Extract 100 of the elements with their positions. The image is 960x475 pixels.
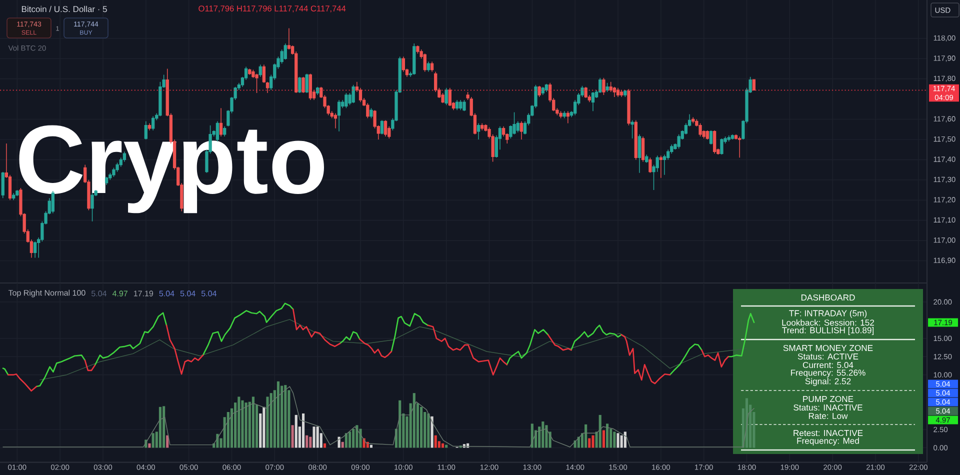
annotation: Frequency: Med: [797, 438, 859, 446]
bar: [302, 413, 305, 448]
bar: [162, 406, 166, 448]
bar: [602, 430, 605, 448]
candlestick: [624, 90, 627, 98]
annotation: PUMP ZONE: [803, 396, 854, 402]
bar: [606, 424, 609, 448]
candlestick: [430, 61, 434, 72]
bar: [276, 381, 280, 448]
bar: [620, 435, 623, 448]
candlestick: [659, 155, 662, 178]
candlestick: [602, 77, 606, 96]
text: DASHBOARD: [801, 294, 855, 301]
annotation: Status: INACTIVE: [794, 404, 862, 411]
candlestick: [720, 138, 724, 156]
candlestick: [302, 76, 305, 94]
candlestick: [370, 108, 373, 119]
bar: [542, 421, 544, 448]
candlestick: [480, 122, 484, 131]
bar: [284, 385, 287, 448]
candlestick: [344, 92, 348, 109]
bar: [316, 426, 319, 448]
candlestick: [677, 134, 680, 149]
text: Bitcoin / U.S. Dollar · 5: [22, 6, 107, 12]
bar: [356, 425, 358, 448]
bar: [309, 436, 312, 448]
candlestick: [459, 100, 462, 111]
line-series: [2, 386, 754, 448]
bar: [238, 396, 240, 448]
bar: [348, 432, 352, 448]
annotation: Retest: INACTIVE: [794, 430, 863, 436]
annotation: 17.19: [134, 290, 154, 296]
bar: [344, 433, 348, 448]
bar: [262, 406, 266, 448]
annotation: SMART MONEY ZONE: [783, 344, 873, 352]
candlestick: [630, 120, 634, 139]
bar: [294, 414, 298, 448]
candlestick: [476, 122, 480, 140]
candlestick: [606, 82, 609, 92]
bar: [241, 400, 244, 448]
bar: [226, 412, 230, 448]
candlestick: [620, 90, 624, 98]
bar: [148, 443, 151, 448]
candlestick: [512, 112, 516, 135]
annotation: O117,796 H117,796 L117,744 C117,744: [198, 6, 346, 12]
candlestick: [706, 130, 709, 140]
bar: [412, 393, 416, 448]
candlestick: [337, 100, 341, 132]
candlestick: [255, 73, 258, 94]
candlestick: [566, 110, 570, 124]
annotation: Signal: 2.52: [805, 378, 851, 386]
bar: [291, 425, 294, 448]
candlestick: [627, 88, 630, 126]
annotation: Current: 5.04: [802, 362, 854, 368]
bar: [244, 402, 248, 448]
bar: [359, 428, 362, 448]
bar: [427, 413, 430, 448]
candlestick: [541, 86, 544, 96]
bar: [420, 406, 423, 448]
annotation: 5.04: [91, 290, 107, 296]
bar: [624, 432, 626, 448]
bar: [613, 432, 616, 448]
bar: [592, 435, 594, 448]
candlestick: [638, 134, 642, 174]
candlestick: [698, 122, 702, 137]
annotation: 5.04: [201, 290, 216, 296]
annotation: TF: INTRADAY (5m): [789, 310, 867, 318]
bar: [588, 438, 591, 448]
candlestick: [334, 112, 338, 129]
candlestick: [591, 92, 595, 112]
bar: [152, 433, 154, 448]
bar: [398, 400, 402, 448]
candlestick: [298, 76, 302, 94]
annotation: Frequency: 55.26%: [791, 370, 866, 378]
candlestick: [16, 190, 19, 196]
candlestick: [455, 100, 459, 111]
bar: [616, 433, 620, 448]
bar: [434, 435, 437, 448]
candlestick: [33, 241, 37, 258]
line-series: [40, 319, 747, 380]
text: Top Right Normal 100: [8, 290, 86, 298]
annotation: 5.04: [180, 290, 196, 296]
candlestick: [316, 86, 320, 96]
bar: [341, 442, 344, 448]
annotation: 5.04: [159, 290, 174, 296]
annotation: Lookback: Session: 152: [782, 319, 874, 326]
candlestick: [426, 61, 430, 72]
bar: [430, 416, 434, 448]
candlestick: [520, 120, 524, 140]
candlestick: [12, 192, 16, 200]
bar: [545, 425, 548, 448]
candlestick: [727, 135, 730, 142]
candlestick: [544, 84, 548, 92]
bar: [280, 386, 284, 448]
annotation: 4.97: [112, 290, 128, 296]
bar: [270, 393, 272, 448]
candlestick: [616, 88, 620, 98]
candlestick: [584, 86, 588, 98]
annotation: Status: ACTIVE: [798, 353, 858, 360]
candlestick: [692, 116, 695, 124]
